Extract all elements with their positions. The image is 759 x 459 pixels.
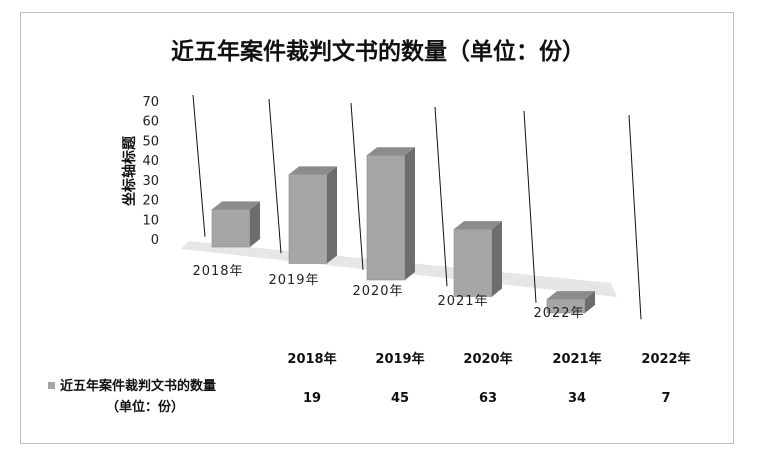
bar-side — [327, 166, 337, 264]
y-tick-label: 0 — [151, 233, 159, 248]
bar-2021年 — [453, 221, 502, 297]
bar-2020年 — [366, 147, 415, 281]
bar-front — [366, 154, 406, 281]
bar-2018年 — [211, 201, 260, 248]
bar-side — [405, 147, 415, 280]
category-label: 2022年 — [533, 306, 584, 321]
table-header: 2020年 — [463, 351, 512, 367]
bar-front — [211, 209, 251, 248]
y-tick-label: 60 — [142, 115, 159, 130]
depth-line — [192, 94, 206, 237]
bar-top — [454, 221, 502, 230]
bar-side — [492, 221, 502, 297]
depth-line — [268, 98, 282, 254]
bar-top — [212, 201, 260, 210]
chart-frame: 近五年案件裁判文书的数量（单位：份） 0 10 20 30 40 50 60 70 坐标轴标题… — [20, 12, 734, 444]
y-tick-label: 10 — [142, 213, 159, 228]
bar-side — [250, 201, 260, 247]
y-axis-title: 坐标轴标题 — [121, 135, 138, 206]
category-label: 2021年 — [437, 294, 488, 309]
legend-label: 近五年案件裁判文书的数量 — [60, 378, 216, 394]
table-value: 63 — [479, 391, 497, 406]
table-value: 7 — [661, 391, 670, 406]
bars — [211, 147, 595, 314]
depth-line — [350, 102, 364, 270]
bar-2019年 — [288, 166, 337, 264]
chart-title: 近五年案件裁判文书的数量（单位：份） — [171, 38, 585, 65]
y-tick-label: 20 — [142, 194, 159, 209]
table-header: 2019年 — [375, 351, 424, 367]
bar-side — [585, 291, 595, 313]
category-label: 2018年 — [192, 264, 243, 279]
depth-line — [523, 110, 537, 303]
bar-top — [367, 147, 415, 156]
table-value: 19 — [303, 391, 321, 406]
table-header: 2018年 — [287, 351, 336, 367]
table-value: 45 — [391, 391, 409, 406]
data-table: 2018年 19 2019年 45 2020年 63 2021年 34 2022年 7 近五年案件裁… — [48, 351, 691, 415]
y-tick-label: 50 — [142, 134, 159, 149]
legend-label: （单位：份） — [106, 399, 184, 415]
depth-line — [434, 106, 448, 287]
depth-lines — [192, 94, 642, 320]
table-header: 2022年 — [641, 351, 690, 367]
category-label: 2020年 — [352, 284, 403, 299]
y-tick-label: 40 — [142, 154, 159, 169]
table-value: 34 — [568, 391, 586, 406]
depth-line — [628, 114, 642, 320]
y-axis: 0 10 20 30 40 50 60 70 — [142, 95, 159, 248]
legend-swatch — [48, 382, 55, 389]
bar-2022年 — [546, 291, 595, 314]
y-tick-label: 30 — [142, 174, 159, 189]
bar-top — [547, 291, 595, 300]
bar-top — [289, 166, 337, 175]
y-tick-label: 70 — [142, 95, 159, 110]
category-axis: 2018年 2019年 2020年 2021年 2022年 — [192, 264, 584, 321]
table-header: 2021年 — [552, 351, 601, 367]
category-label: 2019年 — [268, 273, 319, 288]
bar-front — [288, 174, 328, 264]
bar-front — [453, 228, 493, 297]
